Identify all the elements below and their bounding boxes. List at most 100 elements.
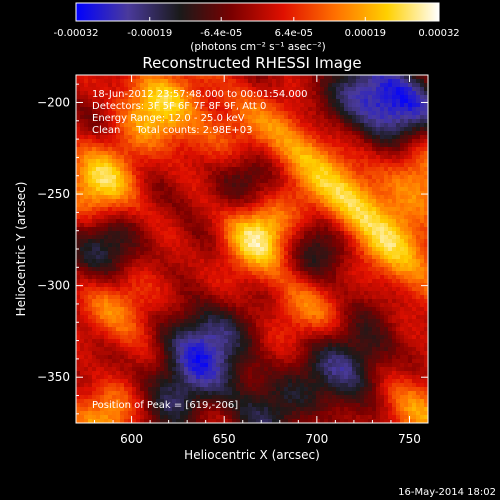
heatmap-cell xyxy=(408,159,413,164)
heatmap-cell xyxy=(252,171,257,176)
heatmap-cell xyxy=(88,179,93,184)
heatmap-cell xyxy=(164,299,169,304)
heatmap-cell xyxy=(88,263,93,268)
heatmap-cell xyxy=(152,179,157,184)
heatmap-cell xyxy=(132,131,137,136)
heatmap-cell xyxy=(104,199,109,204)
heatmap-cell xyxy=(212,111,217,116)
heatmap-cell xyxy=(296,187,301,192)
heatmap-cell xyxy=(96,247,101,252)
heatmap-cell xyxy=(308,279,313,284)
heatmap-cell xyxy=(284,231,289,236)
heatmap-cell xyxy=(296,203,301,208)
heatmap-cell xyxy=(192,135,197,140)
heatmap-cell xyxy=(340,295,345,300)
heatmap-cell xyxy=(336,199,341,204)
heatmap-cell xyxy=(376,179,381,184)
heatmap-cell xyxy=(124,215,129,220)
heatmap-cell xyxy=(240,219,245,224)
heatmap-cell xyxy=(176,155,181,160)
heatmap-cell xyxy=(92,115,97,120)
heatmap-cell xyxy=(328,191,333,196)
heatmap-cell xyxy=(156,107,161,112)
heatmap-cell xyxy=(300,231,305,236)
heatmap-cell xyxy=(316,131,321,136)
heatmap-cell xyxy=(92,275,97,280)
heatmap-cell xyxy=(388,263,393,268)
heatmap-cell xyxy=(184,179,189,184)
heatmap-cell xyxy=(188,295,193,300)
heatmap-cell xyxy=(168,183,173,188)
heatmap-cell xyxy=(200,227,205,232)
heatmap-cell xyxy=(392,119,397,124)
heatmap-cell xyxy=(400,283,405,288)
heatmap-cell xyxy=(268,295,273,300)
heatmap-cell xyxy=(404,243,409,248)
heatmap-cell xyxy=(296,99,301,104)
heatmap-cell xyxy=(240,279,245,284)
heatmap-cell xyxy=(84,231,89,236)
heatmap-cell xyxy=(408,123,413,128)
heatmap-cell xyxy=(260,255,265,260)
heatmap-cell xyxy=(92,195,97,200)
heatmap-cell xyxy=(260,275,265,280)
heatmap-cell xyxy=(116,187,121,192)
heatmap-cell xyxy=(124,79,129,84)
heatmap-cell xyxy=(320,75,325,80)
heatmap-cell xyxy=(156,287,161,292)
heatmap-cell xyxy=(88,135,93,140)
heatmap-cell xyxy=(220,227,225,232)
heatmap-cell xyxy=(376,143,381,148)
heatmap-cell xyxy=(304,171,309,176)
heatmap-cell xyxy=(296,227,301,232)
heatmap-cell xyxy=(160,143,165,148)
heatmap-cell xyxy=(112,147,117,152)
heatmap-cell xyxy=(380,267,385,272)
heatmap-cell xyxy=(132,235,137,240)
heatmap-cell xyxy=(124,159,129,164)
heatmap-cell xyxy=(276,139,281,144)
heatmap-cell xyxy=(360,235,365,240)
heatmap-cell xyxy=(420,147,425,152)
heatmap-cell xyxy=(312,83,317,88)
heatmap-cell xyxy=(240,147,245,152)
heatmap-cell xyxy=(208,223,213,228)
heatmap-cell xyxy=(168,127,173,132)
heatmap-cell xyxy=(80,203,85,208)
heatmap-cell xyxy=(216,155,221,160)
heatmap-cell xyxy=(248,87,253,92)
heatmap-cell xyxy=(236,263,241,268)
heatmap-cell xyxy=(100,79,105,84)
heatmap-cell xyxy=(108,291,113,296)
heatmap-cell xyxy=(296,259,301,264)
heatmap-cell xyxy=(148,155,153,160)
heatmap-cell xyxy=(240,111,245,116)
heatmap-cell xyxy=(336,131,341,136)
heatmap-cell xyxy=(96,103,101,108)
heatmap-cell xyxy=(400,251,405,256)
heatmap-cell xyxy=(172,87,177,92)
heatmap-cell xyxy=(144,255,149,260)
heatmap-cell xyxy=(260,159,265,164)
heatmap-cell xyxy=(408,283,413,288)
heatmap-cell xyxy=(168,255,173,260)
heatmap-cell xyxy=(292,187,297,192)
heatmap-cell xyxy=(420,215,425,220)
heatmap-cell xyxy=(244,171,249,176)
heatmap-cell xyxy=(236,171,241,176)
heatmap-cell xyxy=(136,191,141,196)
heatmap-cell xyxy=(304,99,309,104)
heatmap-cell xyxy=(216,183,221,188)
heatmap-cell xyxy=(408,251,413,256)
heatmap-cell xyxy=(208,191,213,196)
heatmap-cell xyxy=(252,279,257,284)
heatmap-cell xyxy=(216,79,221,84)
heatmap-cell xyxy=(276,75,281,80)
heatmap-cell xyxy=(380,83,385,88)
heatmap-cell xyxy=(324,219,329,224)
heatmap-cell xyxy=(180,143,185,148)
heatmap-cell xyxy=(424,223,428,228)
heatmap-cell xyxy=(180,115,185,120)
heatmap-cell xyxy=(104,259,109,264)
heatmap-cell xyxy=(240,87,245,92)
